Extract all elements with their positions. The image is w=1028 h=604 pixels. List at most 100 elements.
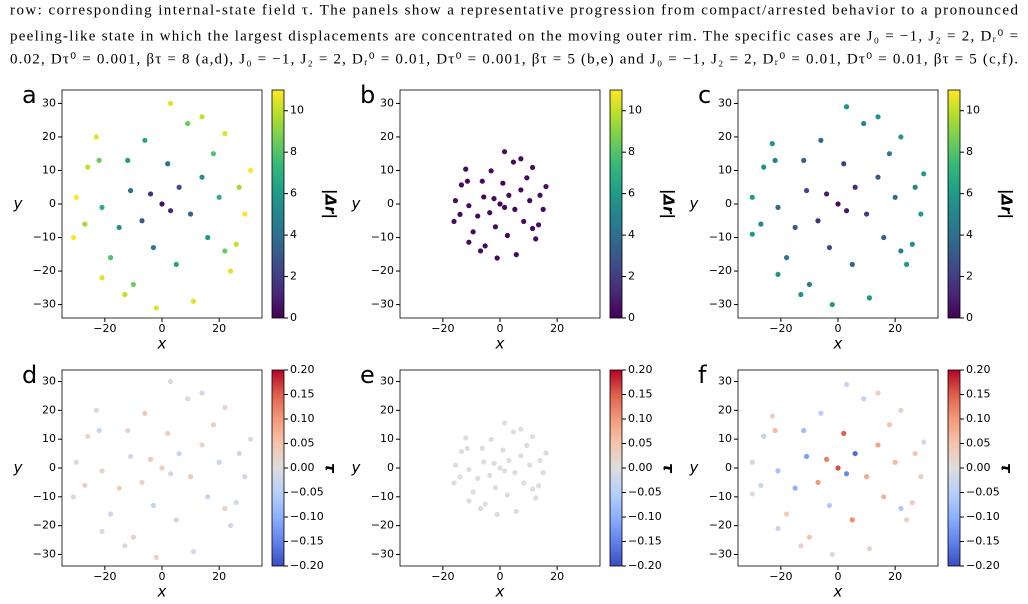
y-tick-label: −30 (33, 298, 56, 311)
point (892, 194, 898, 200)
point (533, 236, 539, 242)
colorbar-tick-label: 0 (290, 311, 297, 324)
point (524, 175, 530, 181)
x-axis-label: x (157, 583, 167, 601)
point (912, 184, 918, 190)
colorbar (947, 89, 961, 319)
y-tick-label: 10 (380, 432, 394, 445)
colorbar-tick-label: 0.10 (290, 412, 315, 425)
point (543, 183, 549, 190)
point (222, 130, 228, 137)
point (482, 501, 488, 507)
y-tick-label: 0 (725, 197, 732, 210)
colorbar-tick-label: 0.00 (628, 461, 653, 474)
point (481, 459, 487, 465)
point (466, 498, 472, 504)
point (491, 196, 497, 202)
point (772, 427, 778, 434)
x-tick-label: 0 (159, 570, 166, 583)
point (866, 546, 873, 552)
point (535, 483, 542, 489)
point (167, 208, 174, 214)
point (142, 410, 148, 416)
point (775, 468, 781, 474)
point (898, 134, 904, 140)
point (107, 511, 114, 517)
point (863, 211, 870, 217)
panel: c −20 0 20 −30 −20 −10 0 10 20 30 x y 0 2 4 6 8 10 |Δr| (689, 81, 1016, 353)
point (829, 301, 835, 308)
point (749, 194, 755, 200)
point (533, 495, 539, 501)
point (247, 167, 254, 174)
point (236, 184, 242, 190)
point (835, 201, 841, 207)
point (801, 427, 807, 434)
colorbar (609, 89, 623, 319)
point (127, 187, 134, 194)
point (165, 430, 171, 437)
point (242, 211, 248, 217)
point (540, 206, 546, 212)
point (543, 450, 549, 456)
panel: f −20 0 20 −30 −20 −10 0 10 20 30 x y −0.20 −0.15 −0.10… (689, 361, 1016, 601)
point (107, 255, 114, 261)
colorbar-tick-label: 0 (966, 311, 973, 324)
y-tick-label: −30 (33, 547, 56, 560)
point (540, 470, 546, 476)
colorbar-tick-label: 0 (628, 311, 635, 324)
point (457, 211, 463, 217)
point (216, 194, 222, 200)
point (199, 114, 205, 120)
point (70, 234, 77, 241)
point (529, 433, 536, 440)
point (823, 456, 830, 462)
point (233, 241, 239, 247)
colorbar-tick-label: −0.10 (628, 510, 662, 523)
point (70, 494, 77, 500)
point (769, 413, 775, 419)
point (190, 298, 197, 304)
point (866, 295, 873, 301)
y-tick-label: 0 (49, 461, 56, 474)
y-tick-label: −10 (371, 231, 394, 244)
panel-label: e (360, 361, 375, 389)
point (749, 459, 755, 465)
colorbar-tick-label: 2 (966, 270, 973, 283)
point (167, 100, 174, 107)
point (535, 222, 542, 228)
point (464, 445, 471, 451)
colorbar-tick-label: 8 (628, 145, 635, 158)
point (783, 255, 790, 261)
colorbar-tick-label: −0.15 (966, 535, 1000, 548)
point (912, 450, 918, 457)
x-tick-label: 20 (212, 570, 226, 583)
x-tick-label: 0 (835, 570, 842, 583)
y-tick-label: 0 (725, 461, 732, 474)
point (500, 180, 506, 186)
point (512, 470, 518, 476)
panel-label: b (360, 81, 375, 109)
point (518, 187, 524, 193)
point (176, 450, 182, 457)
panel-label: d (22, 361, 37, 389)
y-axis-label: y (689, 195, 700, 213)
y-tick-label: 10 (718, 432, 732, 445)
point (210, 422, 217, 428)
point (99, 204, 105, 210)
y-tick-label: 30 (42, 375, 56, 388)
point (512, 206, 518, 212)
point (125, 427, 131, 434)
point (96, 157, 102, 164)
colorbar-label: |Δr| (321, 189, 340, 219)
x-tick-label: 20 (888, 570, 902, 583)
point (82, 221, 88, 227)
point (524, 442, 530, 449)
point (216, 459, 222, 465)
x-tick-label: 0 (159, 322, 166, 335)
caption-line: row: corresponding internal-state field … (10, 2, 1019, 18)
point (909, 499, 915, 506)
point (826, 244, 833, 251)
point (521, 480, 527, 486)
point (165, 161, 171, 167)
